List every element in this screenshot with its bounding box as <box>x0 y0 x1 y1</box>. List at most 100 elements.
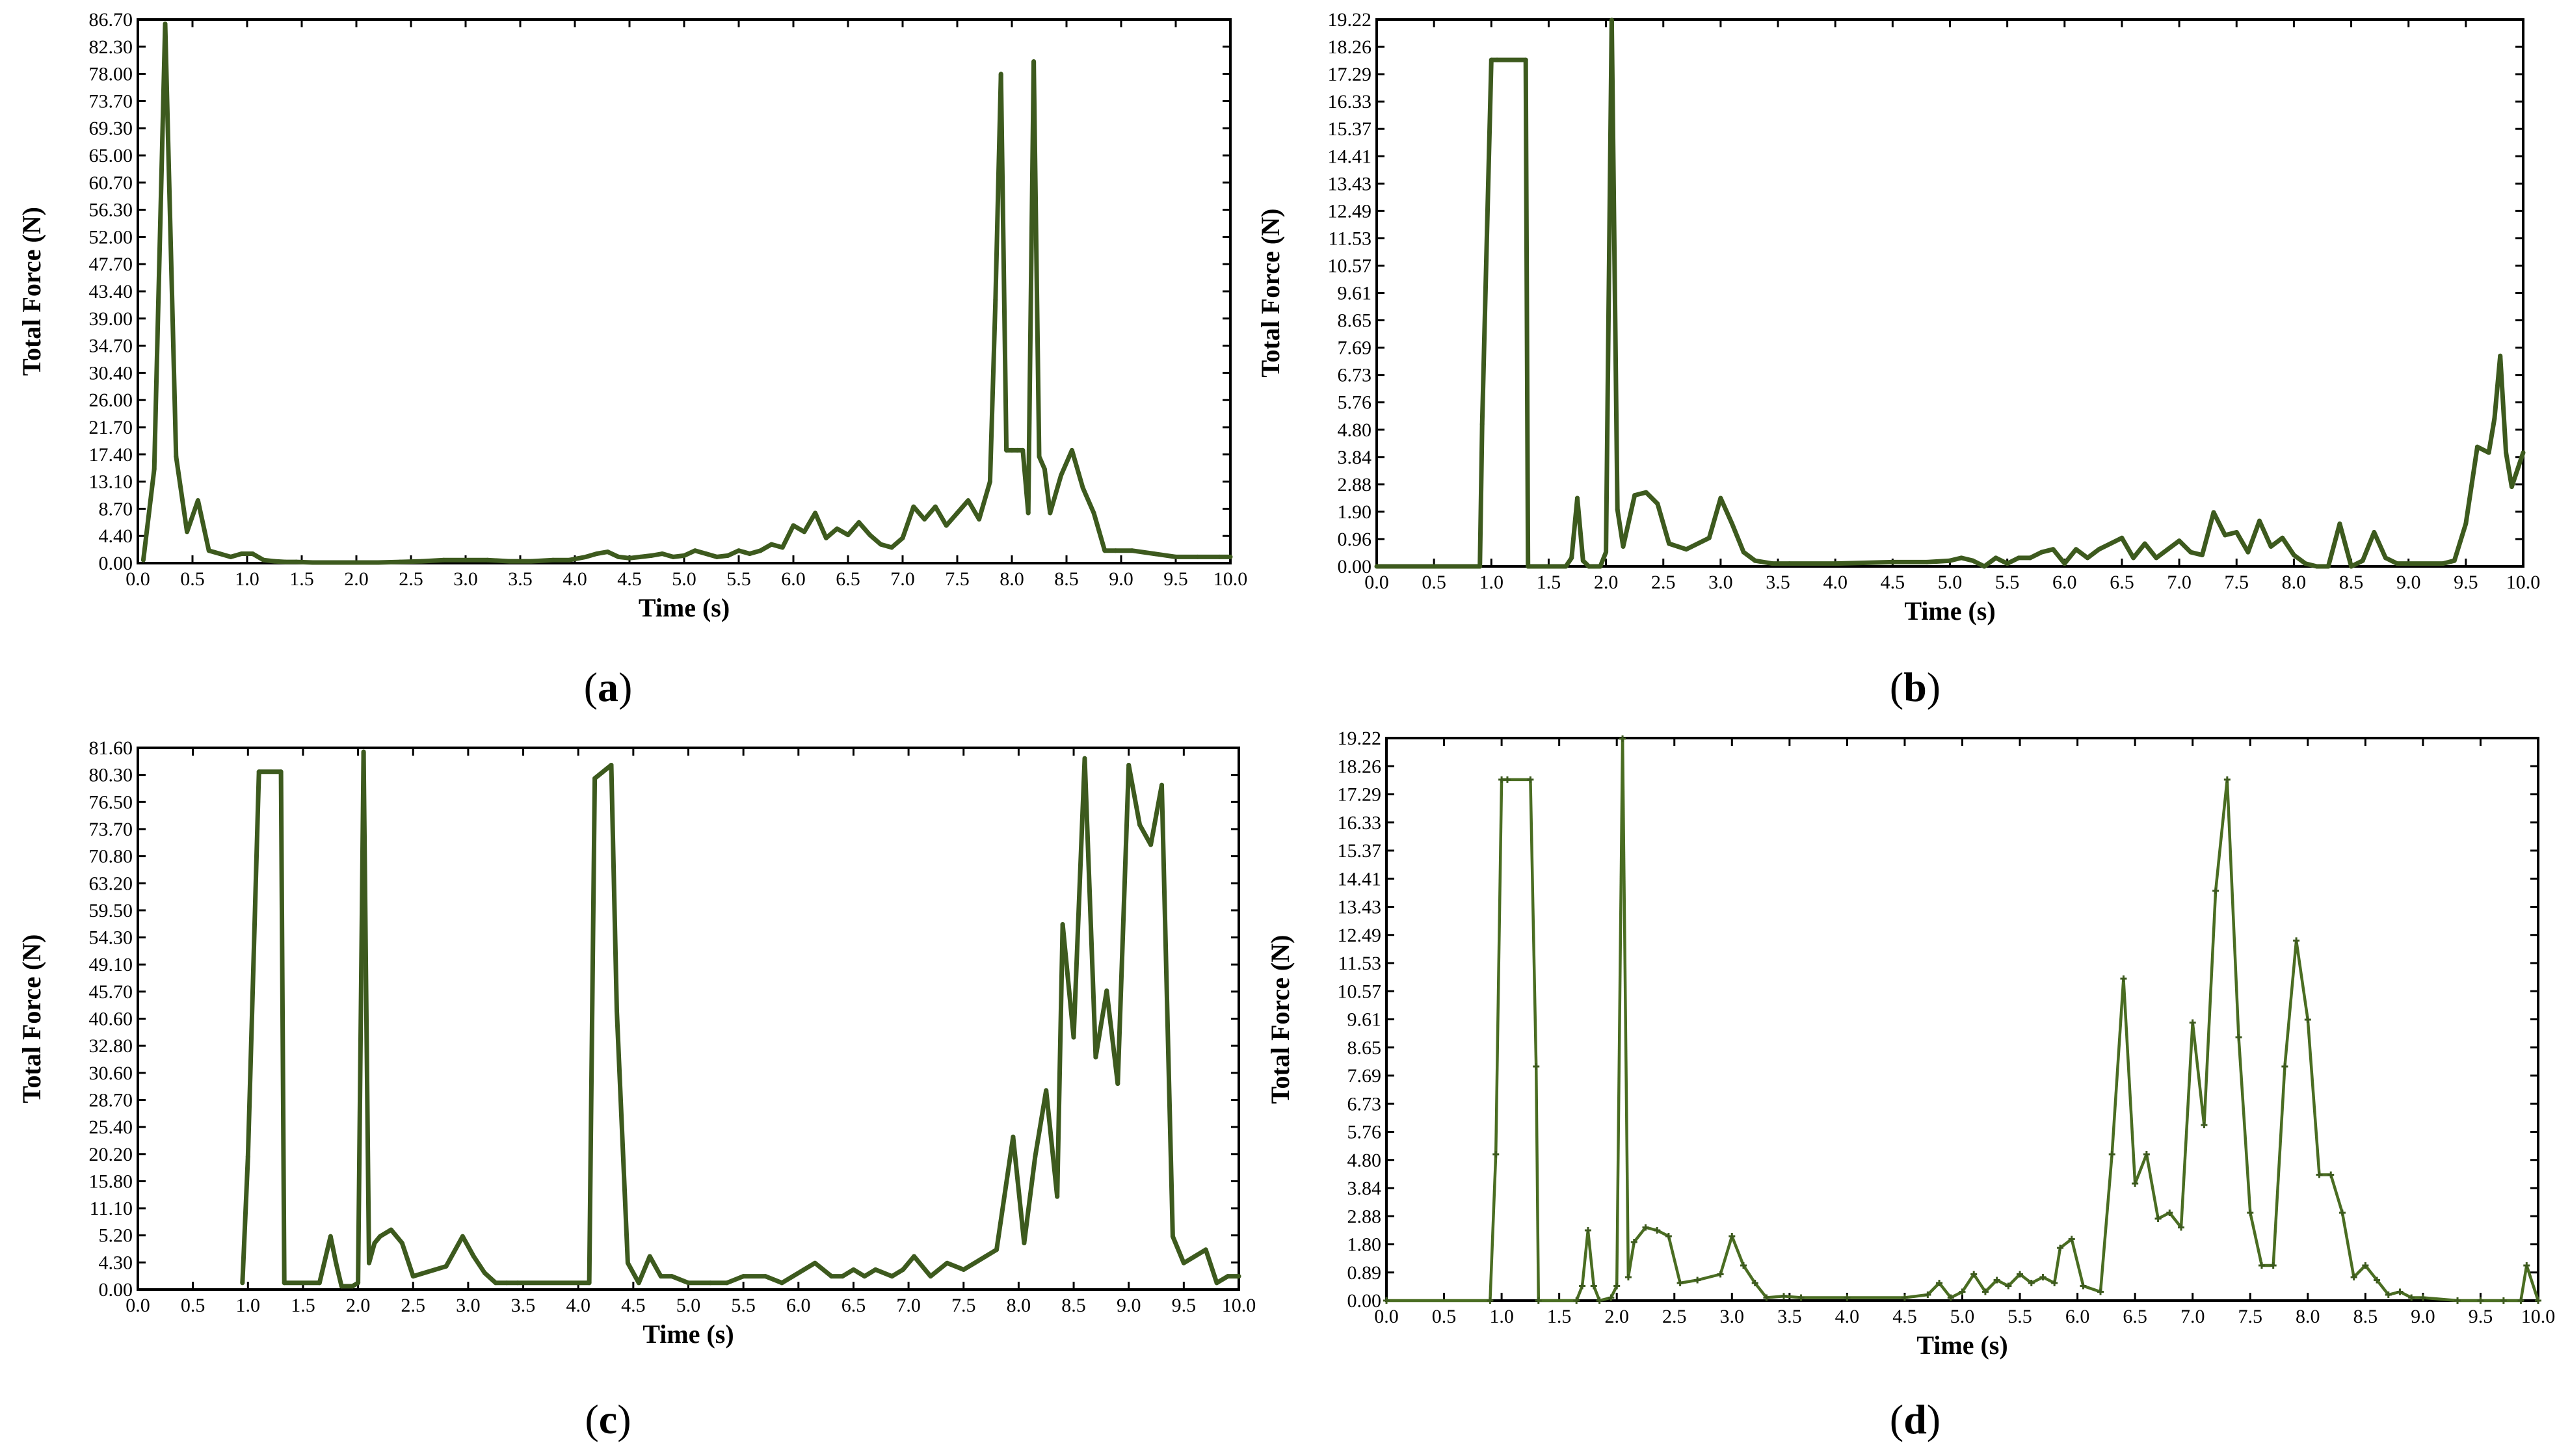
y-tick-label: 63.20 <box>89 873 133 894</box>
y-tick-label: 13.10 <box>89 471 133 493</box>
data-point <box>1624 1274 1632 1280</box>
series-segment <box>1048 473 1064 516</box>
data-point <box>250 552 254 555</box>
y-tick-label: 4.30 <box>99 1252 133 1273</box>
data-point <box>1081 486 1085 490</box>
series-segment <box>2019 1273 2033 1284</box>
caption-open-paren: ( <box>1890 1396 1903 1442</box>
data-point <box>1579 1282 1586 1290</box>
panel-caption: (a) <box>584 664 633 710</box>
data-point <box>1924 1291 1931 1298</box>
data-point <box>1026 511 1030 515</box>
data-point <box>2338 1209 2346 1216</box>
y-tick-label: 5.20 <box>99 1225 133 1247</box>
data-point <box>152 467 156 471</box>
x-tick-label: 10.0 <box>2506 572 2541 593</box>
data-point <box>2097 1288 2104 1295</box>
series-segment <box>1655 501 1672 546</box>
data-point <box>2234 531 2238 534</box>
data-point <box>1193 1254 1197 1258</box>
y-tick-label: 11.10 <box>90 1198 133 1219</box>
y-tick-label: 16.33 <box>1338 812 1382 834</box>
series-segment <box>2191 1022 2206 1126</box>
series-segment <box>2145 1154 2160 1219</box>
series-segment <box>1031 59 1042 459</box>
x-tick-label: 6.5 <box>836 568 860 590</box>
data-point <box>1570 556 1574 560</box>
data-point <box>609 763 613 767</box>
caption-letter: a <box>598 664 618 710</box>
y-axis-label: Total Force (N) <box>1265 935 1295 1104</box>
plot-frame <box>137 18 1232 564</box>
series-segment <box>361 749 371 1265</box>
data-point <box>2510 485 2513 488</box>
series-segment <box>1477 421 1485 569</box>
data-point <box>814 511 817 515</box>
series-segment <box>2070 1238 2085 1287</box>
data-point <box>1011 1135 1015 1139</box>
series-segment <box>2142 541 2159 561</box>
series-segment <box>2268 535 2285 549</box>
x-tick-label: 4.0 <box>563 568 587 590</box>
series-segment <box>2245 518 2262 555</box>
data-point <box>605 550 609 554</box>
x-tick-label: 0.0 <box>126 1295 150 1316</box>
series-segment <box>2050 547 2067 566</box>
data-point <box>1730 522 1734 525</box>
data-point <box>246 1155 250 1159</box>
data-point <box>486 558 490 562</box>
y-tick-label: 32.80 <box>89 1035 133 1057</box>
series-segment <box>567 554 589 563</box>
plot-frame <box>137 747 1240 1291</box>
series-segment <box>471 1254 487 1275</box>
data-point <box>1116 1082 1120 1085</box>
caption-close-paren: ) <box>618 664 632 710</box>
series-segment <box>2519 1265 2528 1301</box>
series-segment <box>2422 1296 2458 1303</box>
data-point <box>400 1241 404 1245</box>
data-point <box>2017 1271 2024 1278</box>
data-point <box>852 1267 855 1271</box>
data-point <box>791 523 795 527</box>
series-segment <box>1667 1236 1682 1284</box>
x-tick-label: 10.0 <box>2521 1306 2556 1327</box>
data-point <box>1094 1055 1098 1059</box>
data-point <box>637 1281 641 1285</box>
y-tick-label: 16.33 <box>1328 91 1372 113</box>
data-point <box>1844 1294 1851 1301</box>
data-point <box>2108 542 2112 546</box>
data-point <box>639 555 642 559</box>
y-tick-label: 47.70 <box>89 254 133 275</box>
caption-letter: c <box>599 1396 617 1442</box>
data-point <box>879 542 882 546</box>
data-point <box>1498 776 1505 783</box>
data-point <box>1037 455 1041 458</box>
series-segment <box>152 21 168 471</box>
series-segment <box>317 1234 333 1286</box>
x-tick-label: 10.0 <box>1213 568 1248 590</box>
data-point <box>2327 1171 2335 1178</box>
data-point <box>1564 564 1568 568</box>
series-segment <box>625 1260 641 1286</box>
data-point <box>1948 559 1952 563</box>
y-tick-label: 7.69 <box>1347 1065 1382 1087</box>
x-tick-label: 1.5 <box>1547 1306 1572 1327</box>
data-point <box>2200 553 2204 557</box>
y-tick-label: 13.43 <box>1328 173 1372 194</box>
data-point <box>1103 549 1107 553</box>
data-point <box>279 770 283 774</box>
data-point <box>2454 1297 2461 1304</box>
data-point <box>824 536 828 540</box>
data-point <box>1160 783 1163 787</box>
data-point <box>923 518 927 521</box>
data-point <box>670 1275 674 1278</box>
data-point <box>1005 448 1009 452</box>
data-point <box>687 1281 690 1285</box>
x-tick-label: 6.0 <box>786 1295 811 1316</box>
data-point <box>1593 564 1596 568</box>
data-point <box>660 552 664 555</box>
x-tick-label: 6.0 <box>781 568 806 590</box>
y-tick-label: 69.30 <box>89 118 133 139</box>
series-segment <box>922 504 938 522</box>
